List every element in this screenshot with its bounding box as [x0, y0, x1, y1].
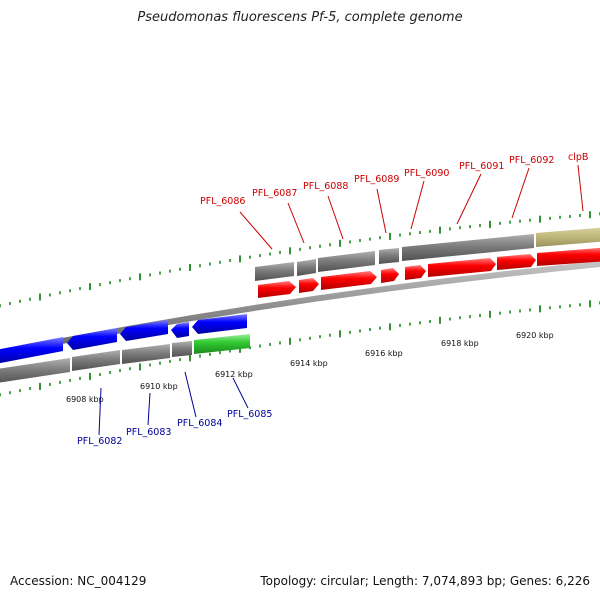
- gene-arrow-pfl-6091: [428, 258, 496, 277]
- tick-label-6914: 6914 kbp: [290, 359, 328, 368]
- tick-label-6916: 6916 kbp: [365, 349, 403, 358]
- orf-segment: [536, 227, 600, 247]
- outer-scale: [0, 211, 600, 308]
- orf-segment: [402, 234, 534, 261]
- inner-scale: [0, 300, 600, 397]
- orf-segment: [379, 248, 399, 264]
- gene-arrow-pfl-6083: [67, 328, 117, 350]
- gene-label-pfl-6082: PFL_6082: [77, 436, 122, 447]
- orf-segment: [318, 251, 375, 272]
- tick-label-6920: 6920 kbp: [516, 331, 554, 340]
- gene-label-pfl-6088: PFL_6088: [303, 181, 348, 192]
- gene-arrow-pfl-6090: [405, 265, 426, 280]
- gene-label-pfl-6092: PFL_6092: [509, 155, 554, 166]
- gene-arrow-pfl-6088: [321, 271, 377, 290]
- forward-gene-labels: PFL_6086 PFL_6087 PFL_6088 PFL_6089 PFL_…: [200, 152, 588, 207]
- gene-label-pfl-6085: PFL_6085: [227, 409, 272, 420]
- orf-segment: [172, 341, 192, 357]
- gene-label-pfl-6087: PFL_6087: [252, 188, 297, 199]
- map-title: Pseudomonas fluorescens Pf-5, complete g…: [137, 10, 463, 25]
- gene-arrow-pfl-6084b: [171, 322, 189, 338]
- tick-label-6918: 6918 kbp: [441, 339, 479, 348]
- tick-label-6908: 6908 kbp: [66, 395, 104, 404]
- gene-label-pfl-6083: PFL_6083: [126, 427, 171, 438]
- gene-label-pfl-6086: PFL_6086: [200, 196, 245, 207]
- orf-segment: [0, 358, 70, 383]
- gene-arrow-pfl-6086: [258, 281, 296, 298]
- orf-segment: [122, 344, 170, 364]
- gene-arrow-pfl-6087: [299, 278, 319, 293]
- orf-segment: [194, 334, 250, 354]
- reverse-gene-track: [0, 314, 247, 364]
- gene-arrow-pfl-6089: [381, 268, 399, 283]
- gene-arrow-clpb: [537, 247, 600, 266]
- gene-label-pfl-6084: PFL_6084: [177, 418, 222, 429]
- accession-text: Accession: NC_004129: [10, 574, 147, 588]
- reverse-gene-labels: PFL_6082 PFL_6083 PFL_6084 PFL_6085: [77, 409, 272, 447]
- gene-arrow-pfl-6082: [0, 337, 63, 364]
- orf-segment: [255, 262, 294, 281]
- gene-arrow-pfl-6084: [120, 320, 168, 341]
- orf-segment: [72, 350, 120, 371]
- tick-label-6910: 6910 kbp: [140, 382, 178, 391]
- reverse-orf-track: [0, 334, 250, 383]
- gene-label-pfl-6089: PFL_6089: [354, 174, 399, 185]
- forward-gene-track: [258, 247, 600, 298]
- orf-segment: [297, 259, 316, 276]
- scale-labels: 6908 kbp 6910 kbp 6912 kbp 6914 kbp 6916…: [66, 331, 554, 404]
- label-leaders: [98, 164, 584, 436]
- tick-label-6912: 6912 kbp: [215, 370, 253, 379]
- gene-arrow-pfl-6085: [192, 314, 247, 334]
- gene-label-clpb: clpB: [568, 152, 588, 163]
- gene-arrow-pfl-6092: [497, 254, 536, 270]
- gene-label-pfl-6090: PFL_6090: [404, 168, 449, 179]
- gene-label-pfl-6091: PFL_6091: [459, 161, 504, 172]
- genome-summary-text: Topology: circular; Length: 7,074,893 bp…: [260, 574, 590, 588]
- backbone-track: [0, 260, 600, 357]
- forward-orf-track: [255, 227, 600, 281]
